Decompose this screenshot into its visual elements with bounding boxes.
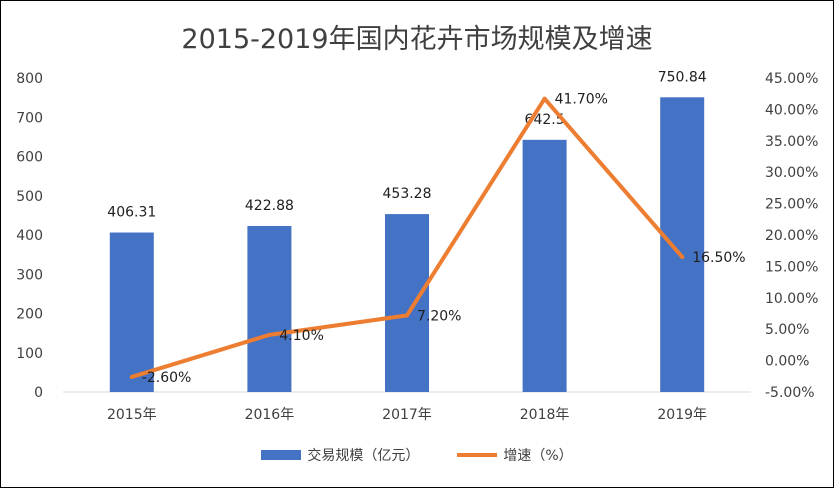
y-right-tick-label: 40.00% [765, 102, 818, 118]
y-left-tick-label: 700 [16, 110, 43, 126]
bar [522, 139, 567, 392]
legend-bar-swatch [261, 450, 302, 460]
y-right-tick-label: 30.00% [765, 165, 818, 181]
bar-data-label: 453.28 [383, 186, 432, 202]
bar-data-label: 422.88 [245, 198, 294, 214]
line-point [542, 96, 547, 101]
bar [247, 226, 292, 392]
y-right-tick-label: 5.00% [765, 322, 809, 338]
legend-item-line: 增速（%） [457, 445, 573, 465]
y-right-tick-label: -5.00% [765, 385, 815, 401]
y-left-tick-label: 600 [16, 150, 43, 166]
y-left-tick-label: 200 [16, 307, 43, 323]
line-point [405, 313, 409, 318]
y-right-tick-label: 0.00% [765, 354, 809, 370]
line-point [267, 332, 272, 337]
line-point [129, 374, 134, 379]
y-right-tick-label: 25.00% [765, 197, 818, 213]
chart-title: 2015-2019年国内花卉市场规模及增速 [181, 24, 653, 55]
y-right-tick-label: 15.00% [765, 259, 818, 275]
bar-data-label: 750.84 [658, 69, 707, 85]
legend-item-bars: 交易规模（亿元） [261, 445, 419, 465]
legend-line-swatch [457, 453, 498, 457]
x-tick-label: 2017年 [382, 407, 432, 423]
y-left-tick-label: 400 [16, 228, 43, 244]
y-right-tick-label: 20.00% [765, 228, 818, 244]
line-data-label: -2.60% [142, 370, 192, 386]
x-tick-label: 2019年 [657, 407, 707, 423]
y-right-tick-label: 45.00% [765, 71, 818, 87]
y-left-tick-label: 800 [16, 71, 43, 87]
line-data-label: 4.10% [279, 328, 323, 344]
y-left-tick-label: 500 [16, 189, 43, 205]
line-data-label: 41.70% [555, 92, 608, 108]
y-left-tick-label: 300 [16, 267, 43, 283]
y-right-tick-label: 10.00% [765, 291, 818, 307]
line-data-label: 7.20% [417, 308, 461, 324]
x-tick-label: 2016年 [245, 407, 295, 423]
y-right-tick-label: 35.00% [765, 134, 818, 150]
legend: 交易规模（亿元） 增速（%） [1, 445, 833, 465]
bar [385, 214, 429, 392]
legend-bar-label: 交易规模（亿元） [307, 448, 420, 464]
x-tick-label: 2018年 [520, 407, 570, 423]
bar [109, 232, 154, 392]
line-point [680, 254, 685, 259]
bar-data-label: 406.31 [107, 205, 156, 221]
y-left-tick-label: 100 [16, 346, 43, 362]
bar [660, 97, 705, 393]
legend-line-label: 增速（%） [503, 448, 573, 464]
y-left-tick-label: 0 [34, 385, 43, 401]
x-tick-label: 2015年 [107, 407, 157, 423]
line-data-label: 16.50% [692, 250, 745, 266]
